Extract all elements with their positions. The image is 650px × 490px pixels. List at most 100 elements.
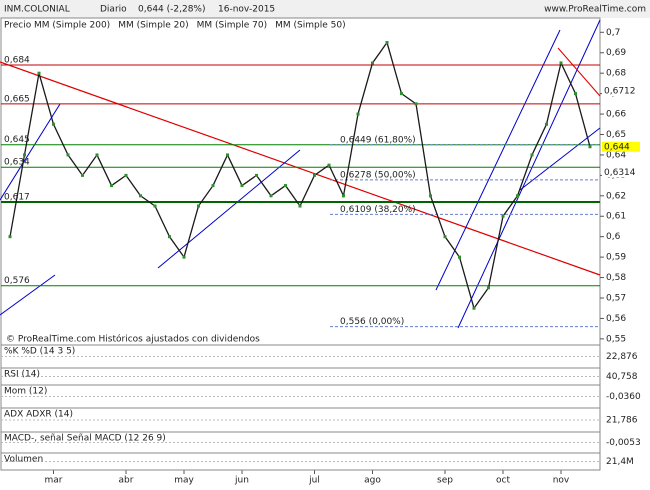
fib-label: 0,6449 (61,80%): [340, 135, 416, 145]
value-box: [602, 141, 640, 152]
indicator-name: Mom (12): [4, 387, 47, 397]
y-tick-label: 0,69: [606, 48, 626, 58]
trend-line: [0, 274, 56, 316]
price-point: [487, 286, 490, 290]
value-label: 0,644: [604, 142, 630, 152]
price-point: [153, 204, 157, 208]
x-tick-label: may: [174, 476, 194, 486]
x-tick-label: sep: [437, 476, 453, 486]
footer: © ProRealTime.com Históricos ajustados c…: [6, 334, 260, 345]
price-point: [385, 41, 389, 45]
price-point: [37, 71, 41, 75]
price-point: [182, 255, 186, 259]
price-point: [356, 112, 360, 116]
fib-label: 0,6278 (50,00%): [340, 170, 416, 180]
price-point: [284, 184, 287, 188]
price-point: [240, 184, 244, 188]
y-tick-label: 0,64: [606, 150, 626, 160]
panel-label: Precio: [4, 21, 32, 31]
x-tick-label: abr: [119, 476, 134, 486]
last-price: 0,644 (-2,28%): [138, 5, 206, 15]
x-tick-label: ago: [364, 476, 381, 486]
x-tick-label: jul: [308, 476, 320, 486]
price-point: [516, 194, 519, 198]
value-box: [602, 86, 640, 97]
price-point: [66, 153, 70, 157]
price-point: [458, 255, 461, 259]
legend-entry: MM (Simple 200): [34, 21, 110, 31]
price-point: [211, 184, 215, 188]
price-point: [124, 173, 128, 177]
price-point: [588, 145, 592, 149]
channel-line: [457, 19, 601, 329]
price-point: [298, 204, 302, 208]
price-point: [81, 173, 84, 177]
level-label: 0,576: [4, 276, 30, 286]
x-tick-label: oct: [496, 476, 510, 486]
indicator-last: 22,876: [606, 352, 638, 362]
fib-label: 0,556 (0,00%): [340, 317, 404, 327]
price-point: [574, 92, 577, 96]
price-point: [23, 153, 26, 157]
price-point: [530, 153, 534, 157]
price-point: [472, 306, 476, 310]
y-tick-label: 0,57: [606, 293, 626, 303]
level-label: 0,684: [4, 56, 30, 66]
price-point: [545, 122, 548, 126]
price-point: [110, 184, 113, 188]
price-point: [197, 204, 200, 208]
x-tick-label: mar: [45, 476, 63, 486]
price-point: [327, 163, 331, 167]
price-point: [400, 92, 403, 96]
price-point: [52, 122, 55, 126]
price-point: [168, 235, 171, 239]
fib-label: 0,6109 (38,20%): [340, 205, 416, 215]
y-tick-label: 0,55: [606, 334, 626, 344]
trend-line: [0, 61, 601, 276]
header-bar: [0, 0, 650, 18]
channel-line: [435, 29, 561, 291]
price-point: [95, 153, 99, 157]
subtitle: Diario: [100, 5, 127, 15]
indicator-name: MACD-, señal Señal MACD (12 26 9): [4, 434, 166, 444]
y-tick-label: 0,62: [606, 191, 626, 201]
indicator-name: ADX ADXR (14): [4, 410, 73, 420]
price-point: [443, 235, 447, 239]
price-point: [559, 61, 563, 65]
price-point: [255, 173, 258, 177]
legend-entry: MM (Simple 20): [118, 21, 188, 31]
level-label: 0,645: [4, 135, 30, 145]
date: 16-nov-2015: [218, 5, 275, 15]
indicator-last: -0,0360: [606, 392, 641, 402]
x-tick-label: jun: [234, 476, 249, 486]
price-point: [429, 194, 432, 198]
level-label: 0,634: [4, 158, 30, 168]
site: www.ProRealTime.com: [544, 5, 646, 15]
price-point: [139, 194, 142, 198]
price-point: [8, 235, 12, 239]
indicator-last: 21,786: [606, 416, 638, 426]
y-tick-label: 0,66: [606, 110, 626, 120]
y-tick-label: 0,7: [606, 28, 620, 38]
channel-line: [519, 127, 601, 191]
value-label: 0,6712: [604, 87, 636, 97]
y-tick-label: 0,59: [606, 253, 626, 263]
indicator-last: -0,0053: [606, 438, 641, 448]
y-tick-label: 0,65: [606, 130, 626, 140]
price-point: [269, 194, 273, 198]
indicator-name: Volumen: [4, 455, 43, 465]
indicator-name: RSI (14): [4, 370, 40, 380]
indicator-name: %K %D (14 3 5): [4, 347, 75, 357]
indicator-last: 40,758: [606, 372, 638, 382]
y-tick-label: 0,68: [606, 69, 626, 79]
title: INM.COLONIAL: [4, 5, 70, 15]
trend-line: [157, 149, 301, 269]
y-tick-label: 0,61: [606, 212, 626, 222]
y-tick-label: 0,56: [606, 314, 626, 324]
legend-entry: MM (Simple 70): [197, 21, 267, 31]
price-point: [414, 102, 418, 106]
price-point: [501, 214, 505, 218]
y-tick-label: 0,6: [606, 232, 621, 242]
trend-line: [0, 103, 61, 201]
